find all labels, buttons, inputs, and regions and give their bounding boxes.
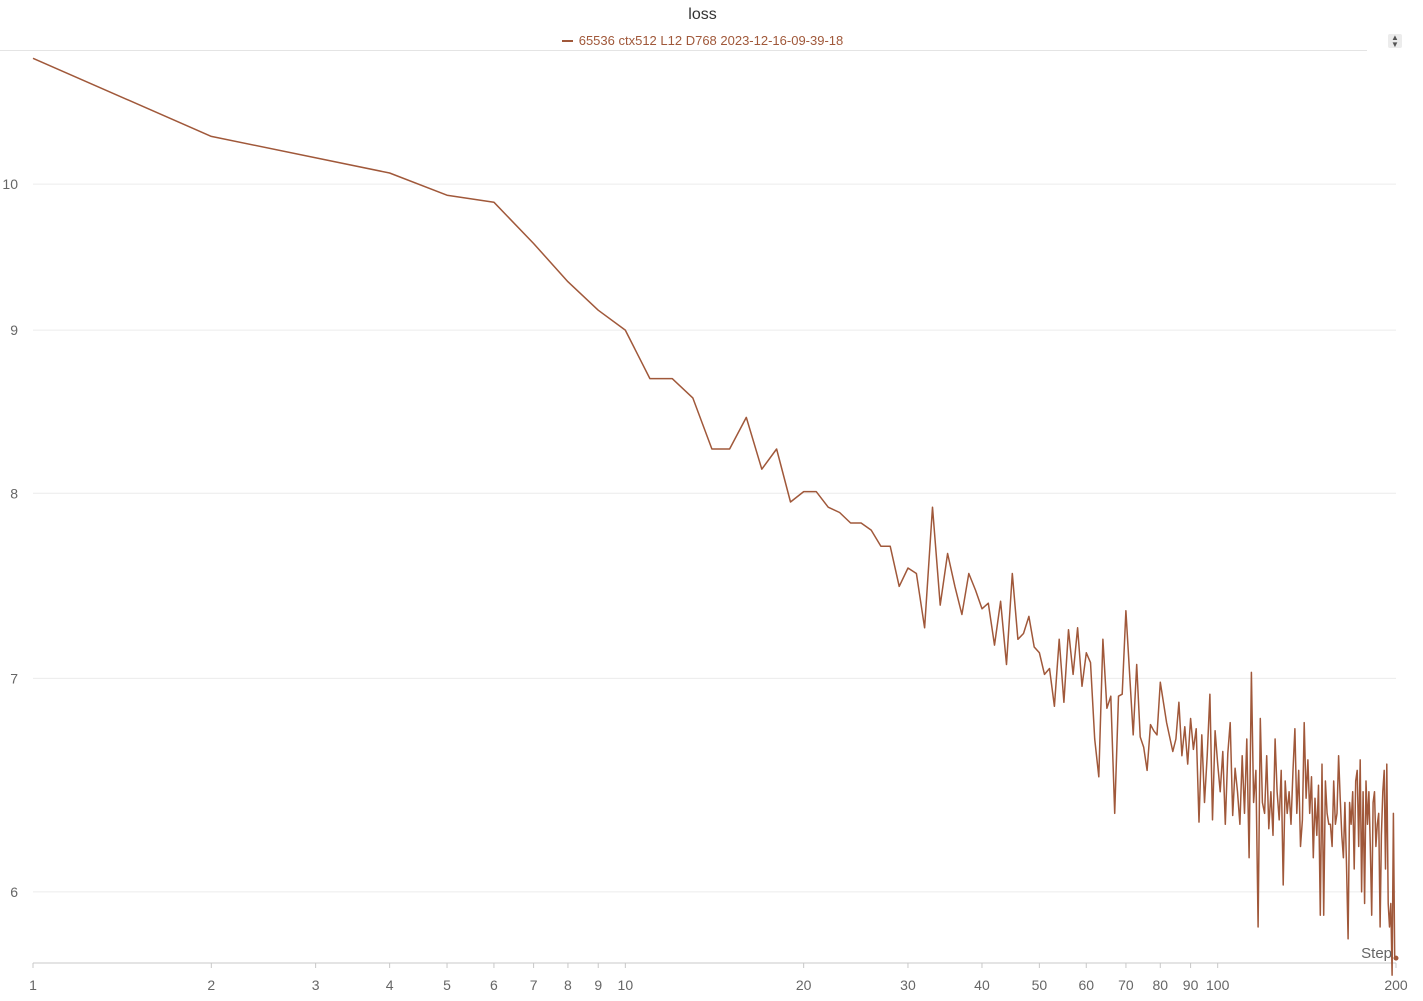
x-tick-label: 9 [594,977,602,993]
chart-legend[interactable]: 65536 ctx512 L12 D768 2023-12-16-09-39-1… [0,33,1405,48]
x-axis-label: Step [1361,945,1392,962]
x-tick-label: 200 [1384,977,1408,993]
y-tick-label: 9 [10,322,18,338]
series-layer [32,57,1399,976]
legend-swatch [561,39,573,42]
x-tick-label: 50 [1032,977,1048,993]
x-tick-label: 90 [1183,977,1199,993]
x-tick-label: 10 [618,977,634,993]
legend-scroll-icon[interactable]: ▲ ▼ [1388,34,1402,49]
x-tick-label: 4 [386,977,394,993]
series-end-point [1393,955,1399,961]
y-tick-label: 6 [10,884,18,900]
x-tick-label: 2 [207,977,215,993]
x-tick-label: 70 [1118,977,1134,993]
x-tick-label: 30 [900,977,916,993]
y-tick-label: 10 [2,176,18,192]
x-tick-label: 6 [490,977,498,993]
grid-lines [33,183,1396,893]
x-tick-label: 1 [29,977,37,993]
x-tick-label: 100 [1206,977,1230,993]
legend-label: 65536 ctx512 L12 D768 2023-12-16-09-39-1… [578,33,844,48]
x-tick-label: 40 [974,977,990,993]
chart-title: loss [688,6,717,23]
x-tick-label: 5 [443,977,451,993]
x-tick-label: 60 [1078,977,1094,993]
legend-divider [0,50,1367,51]
x-tick-label: 8 [564,977,572,993]
x-tick-label: 3 [312,977,320,993]
x-tick-label: 80 [1152,977,1168,993]
x-tick-label: 20 [796,977,812,993]
x-tick-label: 7 [530,977,538,993]
series-line [32,57,1396,976]
axes: 6 7 8 9 10 1 2 3 4 5 6 7 8 9 10 20 30 40 50 60 70 80 90 100 200 [2,176,1407,993]
y-tick-label: 8 [10,485,18,501]
y-tick-label: 7 [10,670,18,686]
